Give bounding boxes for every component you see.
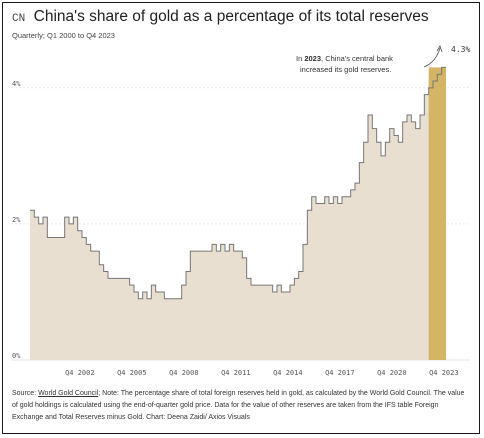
x-tick-label: Q4 2005 <box>117 369 147 377</box>
annotation-bold: 2023 <box>304 54 321 63</box>
series-line <box>30 66 446 300</box>
last-value-label: 4.3% <box>451 45 470 54</box>
chart-subtitle: Quarterly; Q1 2000 to Q4 2023 <box>12 31 115 40</box>
x-tick-label: Q4 2020 <box>377 369 407 377</box>
source-link[interactable]: World Gold Council <box>38 390 99 397</box>
x-tick-label: Q4 2008 <box>169 369 199 377</box>
annotation-line-1: In 2023, China's central bank <box>296 54 393 63</box>
y-tick-label: 2% <box>12 216 21 224</box>
y-axis-ticks: 0% 2% 4% <box>12 80 21 360</box>
highlight-band-2023 <box>428 67 446 361</box>
annotation-arrow <box>423 47 441 68</box>
x-axis-ticks: Q4 2002 Q4 2005 Q4 2008 Q4 2011 Q4 2014 Q4 20… <box>65 369 459 377</box>
title-row: CN China's share of gold as a percentage… <box>12 8 429 26</box>
area-fill <box>30 67 446 360</box>
x-tick-label: Q4 2011 <box>221 369 251 377</box>
x-tick-label: Q4 2002 <box>65 369 95 377</box>
country-code: CN <box>12 13 26 25</box>
y-tick-label: 0% <box>12 352 21 360</box>
source-text: ; Note: The percentage share of total fo… <box>12 390 465 421</box>
x-tick-label: Q4 2023 <box>429 369 459 377</box>
x-tick-label: Q4 2017 <box>325 369 355 377</box>
annotation: In 2023, China's central bank increased … <box>296 45 443 74</box>
y-tick-label: 4% <box>12 80 21 88</box>
annotation-text-1: , China's central bank <box>321 54 393 63</box>
source-prefix: Source: <box>12 390 39 397</box>
annotation-line-2: increased its gold reserves. <box>300 65 391 74</box>
source-note: Source: World Gold Council; Note: The pe… <box>12 388 468 424</box>
chart-title: China's share of gold as a percentage of… <box>33 8 429 25</box>
x-tick-label: Q4 2014 <box>273 369 303 377</box>
annotation-arrowhead <box>436 45 443 53</box>
